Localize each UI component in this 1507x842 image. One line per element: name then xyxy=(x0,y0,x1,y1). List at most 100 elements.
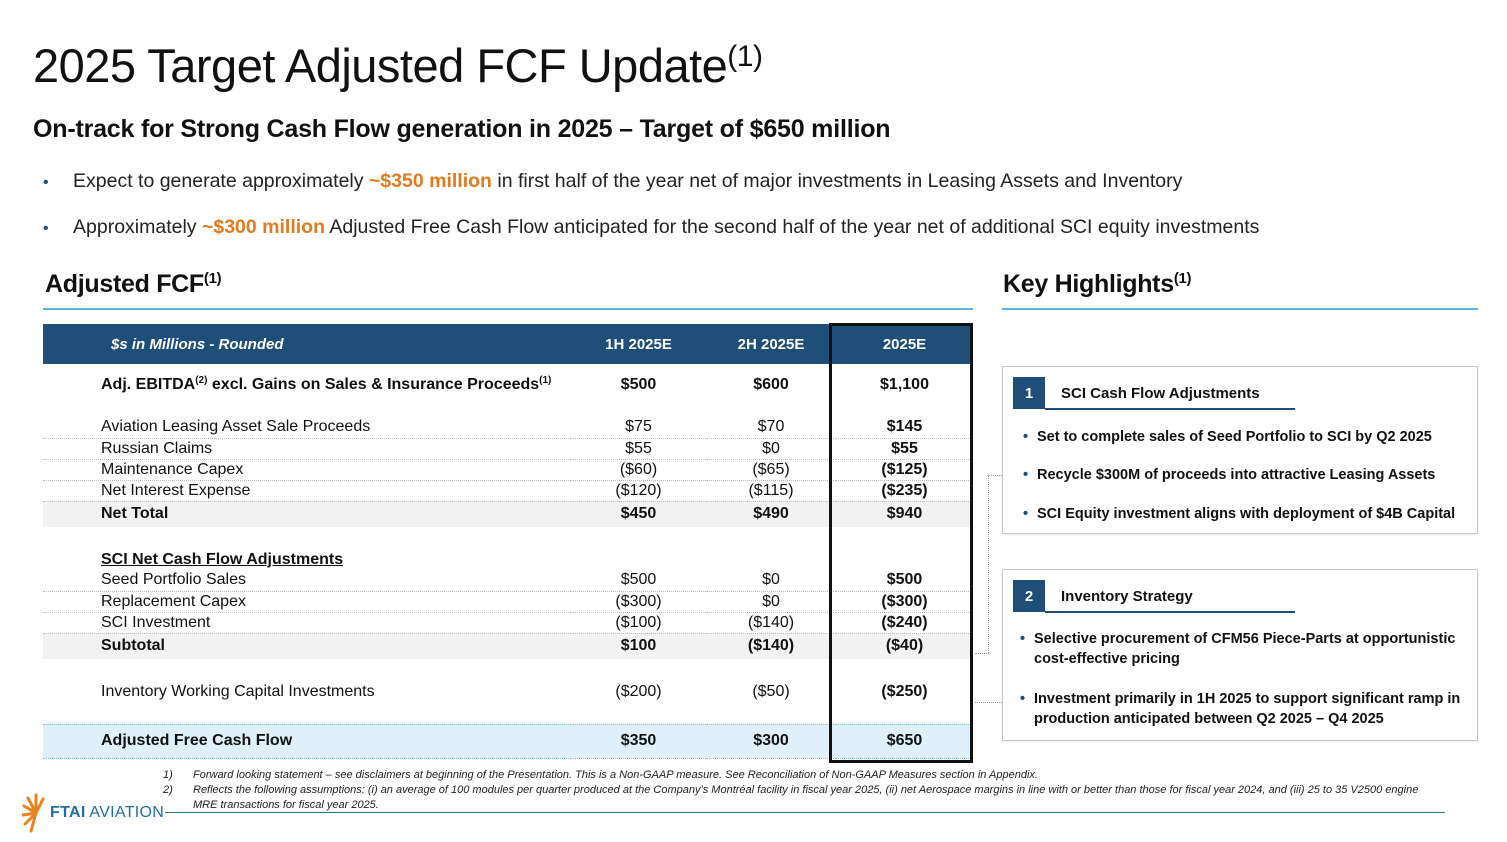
logo-suffix: AVIATION xyxy=(85,804,165,821)
connector-line xyxy=(988,475,1002,476)
cell-fy: ($125) xyxy=(836,459,973,481)
cell-1h: $450 xyxy=(571,501,706,527)
bullet-dot-icon: • xyxy=(43,220,49,237)
highlight-item: • Recycle $300M of proceeds into attracti… xyxy=(1023,465,1473,485)
cell-fy: $940 xyxy=(836,501,973,527)
row-label: Subtotal xyxy=(43,633,571,659)
table-row-subtotal: Subtotal $100 ($140) ($40) xyxy=(43,633,973,659)
row-label: Replacement Capex xyxy=(43,591,571,613)
cell-2h: ($140) xyxy=(706,612,836,634)
bullet-dot-icon: • xyxy=(1020,631,1026,647)
bullet-dot-icon: • xyxy=(1023,506,1029,522)
cell-fy: $650 xyxy=(836,723,973,759)
cell-1h: $55 xyxy=(571,438,706,460)
cell-1h: ($300) xyxy=(571,591,706,613)
highlight-item: • Set to complete sales of Seed Portfolio… xyxy=(1023,427,1473,447)
page-subtitle: On-track for Strong Cash Flow generation… xyxy=(33,115,891,143)
highlight-item: • SCI Equity investment aligns with deplo… xyxy=(1023,504,1473,524)
highlight-item-text: Set to complete sales of Seed Portfolio … xyxy=(1037,429,1432,445)
page-title-footnote-ref: (1) xyxy=(727,40,763,73)
row-label: Adj. EBITDA(2) excl. Gains on Sales & In… xyxy=(43,374,571,395)
bullet-dot-icon: • xyxy=(1020,691,1026,707)
table-row-ebitda: Adj. EBITDA(2) excl. Gains on Sales & In… xyxy=(43,374,973,395)
highlight-card-header: 2 Inventory Strategy xyxy=(1013,580,1193,612)
highlight-item: • Investment primarily in 1H 2025 to supp… xyxy=(1020,689,1470,729)
summary-bullet: • Approximately ~$300 million Adjusted F… xyxy=(43,216,1259,262)
adjusted-fcf-table: $s in Millions - Rounded 1H 2025E 2H 202… xyxy=(43,324,973,759)
bullet-dot-icon: • xyxy=(1023,429,1029,445)
connector-line xyxy=(975,702,1002,703)
cell-1h: ($120) xyxy=(571,480,706,502)
bullet-text-post: Adjusted Free Cash Flow anticipated for … xyxy=(325,216,1260,238)
bullet-highlight: ~$350 million xyxy=(368,170,492,192)
footnote-text: Reflects the following assumptions: (i) … xyxy=(193,784,1419,811)
summary-bullet: • Expect to generate approximately ~$350… xyxy=(43,170,1259,216)
highlight-title: Inventory Strategy xyxy=(1061,587,1193,605)
cell-2h: $300 xyxy=(706,723,836,759)
header-units: $s in Millions - Rounded xyxy=(43,324,571,364)
highlight-title-underline xyxy=(1045,611,1295,613)
page-title-text: 2025 Target Adjusted FCF Update xyxy=(33,39,728,92)
cell-2h: $0 xyxy=(706,438,836,460)
highlight-items: • Set to complete sales of Seed Portfolio… xyxy=(1023,427,1473,524)
ebitda-label: Adj. EBITDA xyxy=(101,376,196,393)
header-2025e: 2025E xyxy=(836,324,973,364)
highlight-item: • Selective procurement of CFM56 Piece-Pa… xyxy=(1020,629,1470,669)
row-label: Net Total xyxy=(43,501,571,527)
table-row-inventory: Inventory Working Capital Investments ($… xyxy=(43,681,973,702)
row-label: Seed Portfolio Sales xyxy=(43,570,571,592)
ftai-aviation-logo: FTAI AVIATION xyxy=(22,791,164,835)
adjusted-fcf-heading: Adjusted FCF(1) xyxy=(45,270,222,299)
logo-brand: FTAI xyxy=(50,804,86,821)
highlight-card-header: 1 SCI Cash Flow Adjustments xyxy=(1013,377,1260,409)
highlight-items: • Selective procurement of CFM56 Piece-Pa… xyxy=(1020,629,1470,729)
summary-bullet-text: Approximately ~$300 million Adjusted Fre… xyxy=(73,216,1259,239)
highlight-item-text: SCI Equity investment aligns with deploy… xyxy=(1037,506,1456,522)
page-title: 2025 Target Adjusted FCF Update(1) xyxy=(33,38,763,93)
connector-line xyxy=(975,653,989,654)
cell-1h: $500 xyxy=(571,570,706,592)
footnote-ref: (1) xyxy=(539,375,552,386)
cell-2h: $0 xyxy=(706,570,836,592)
footnotes: 1) Forward looking statement – see discl… xyxy=(163,768,1443,813)
cell-fy: ($235) xyxy=(836,480,973,502)
footer-divider xyxy=(165,812,1445,813)
cell-fy: ($240) xyxy=(836,612,973,634)
cell-fy: $145 xyxy=(836,417,973,439)
row-label: SCI Investment xyxy=(43,612,571,634)
table-row: SCI Investment ($100) ($140) ($240) xyxy=(43,612,973,634)
cell-fy: $55 xyxy=(836,438,973,460)
bullet-text-post: in first half of the year net of major i… xyxy=(491,170,1183,192)
table-row: Aviation Leasing Asset Sale Proceeds $75… xyxy=(43,417,973,439)
footnote-number: 2) xyxy=(163,784,173,796)
row-label: Russian Claims xyxy=(43,438,571,460)
header-2h-2025e: 2H 2025E xyxy=(706,324,836,364)
bullet-text-pre: Approximately xyxy=(73,216,202,238)
row-label: Net Interest Expense xyxy=(43,480,571,502)
table-row-adjusted-fcf: Adjusted Free Cash Flow $350 $300 $650 xyxy=(43,723,973,759)
cell-1h: ($100) xyxy=(571,612,706,634)
cell-2h: ($140) xyxy=(706,633,836,659)
highlight-card-inventory: 2 Inventory Strategy • Selective procurem… xyxy=(1002,569,1478,741)
cell-1h: $500 xyxy=(620,375,657,393)
table-header-row: $s in Millions - Rounded 1H 2025E 2H 202… xyxy=(43,324,973,364)
highlight-item-text: Selective procurement of CFM56 Piece-Par… xyxy=(1034,631,1456,667)
header-1h-2025e: 1H 2025E xyxy=(571,324,706,364)
footnote: 1) Forward looking statement – see discl… xyxy=(163,768,1443,783)
highlight-title-underline xyxy=(1045,408,1295,410)
bullet-highlight: ~$300 million xyxy=(201,216,325,238)
table-row: Replacement Capex ($300) $0 ($300) xyxy=(43,591,973,613)
table-row: Maintenance Capex ($60) ($65) ($125) xyxy=(43,459,973,481)
footnote-number: 1) xyxy=(163,769,173,781)
row-label: Inventory Working Capital Investments xyxy=(101,682,375,700)
table-row-sci-heading: SCI Net Cash Flow Adjustments xyxy=(43,549,973,570)
cell-2h: $70 xyxy=(706,417,836,439)
cell-1h: ($60) xyxy=(571,459,706,481)
cell-2h: ($50) xyxy=(752,682,790,700)
footnote-ref: (1) xyxy=(203,270,222,287)
bullet-dot-icon: • xyxy=(1023,467,1029,483)
highlight-item-text: Investment primarily in 1H 2025 to suppo… xyxy=(1034,691,1461,727)
highlight-number-badge: 2 xyxy=(1013,580,1045,612)
row-label: Maintenance Capex xyxy=(43,459,571,481)
table-row: Russian Claims $55 $0 $55 xyxy=(43,438,973,460)
